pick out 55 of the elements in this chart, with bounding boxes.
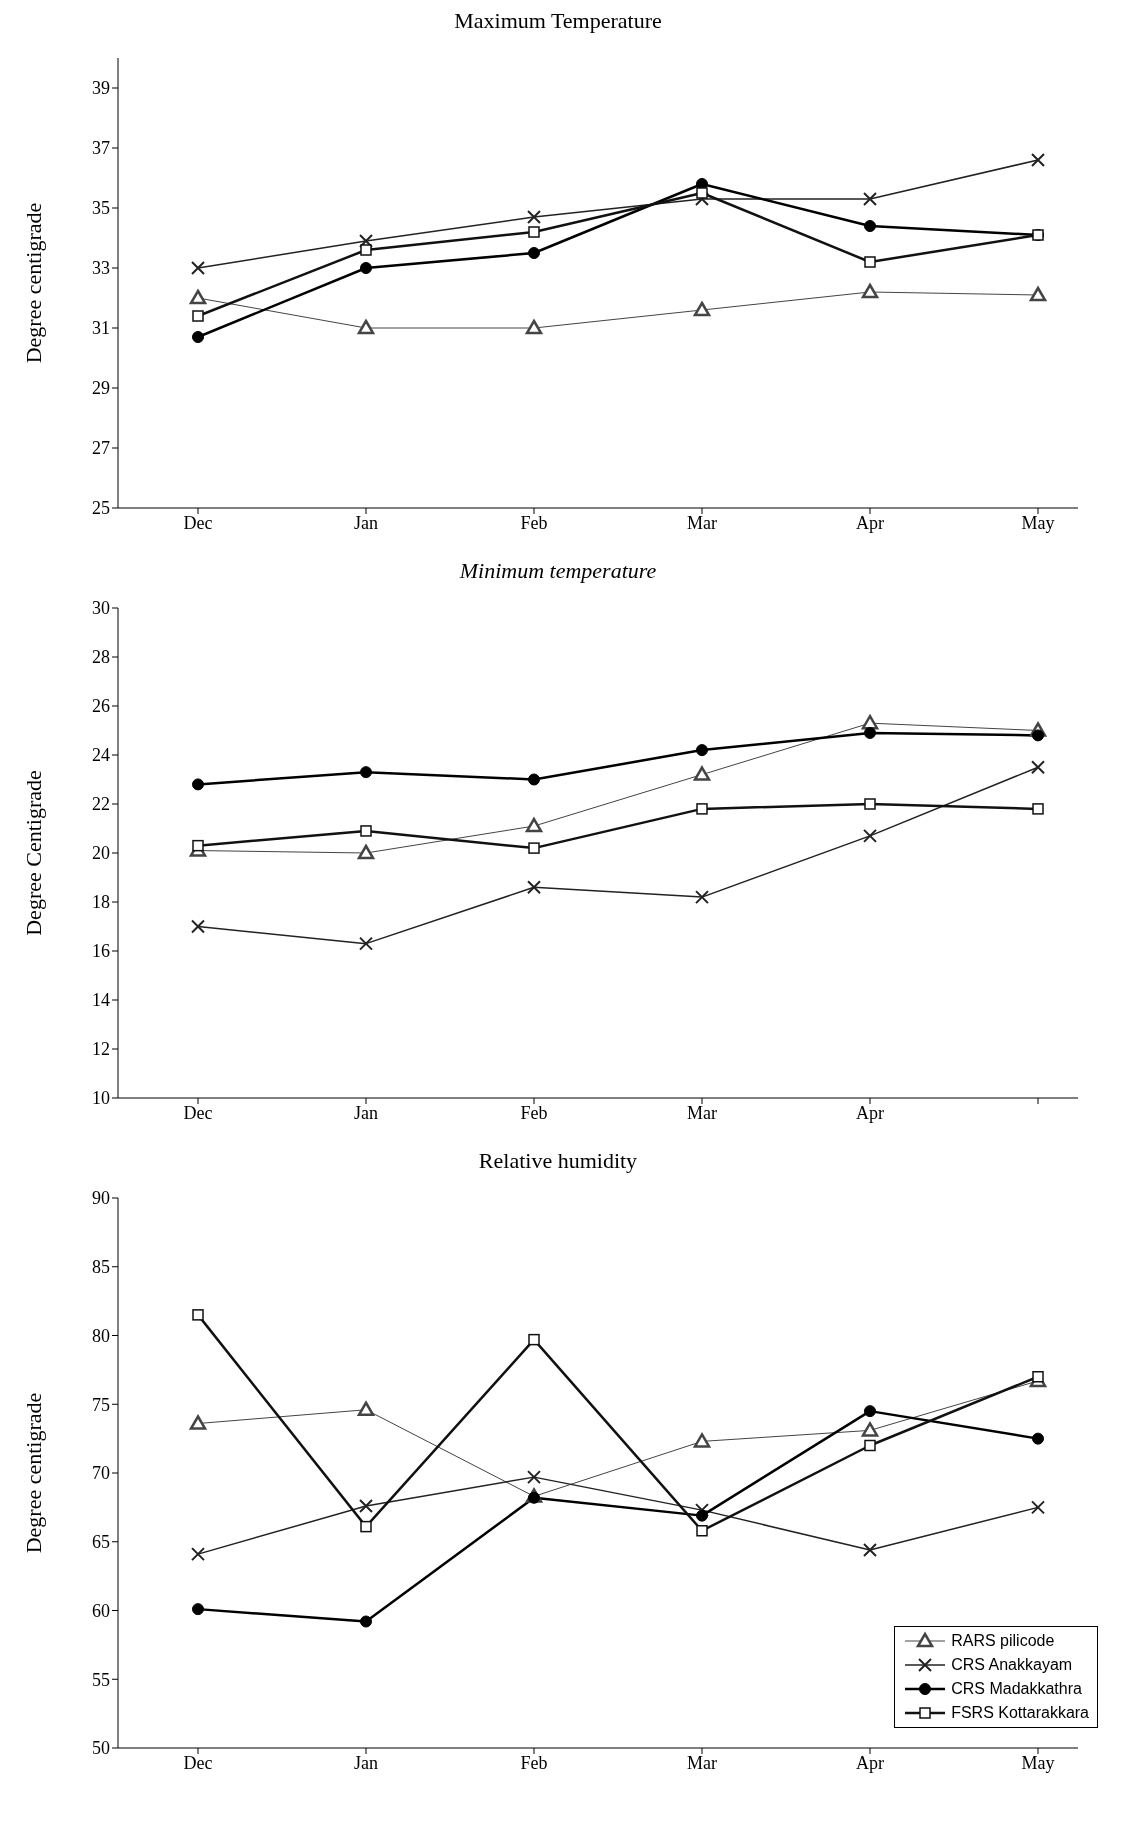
y-tick-label: 85 [92,1257,110,1278]
legend-label: CRS Madakkathra [951,1680,1082,1698]
y-tick-label: 50 [92,1738,110,1759]
y-axis-title: Degree Centigrade [20,770,46,936]
y-axis-title: Degree centigrade [20,1392,46,1554]
chart-title: Minimum temperature [458,558,658,585]
x-tick-label: Apr [856,1102,884,1123]
y-tick-label: 55 [92,1669,110,1690]
y-tick-label: 39 [92,78,110,99]
x-tick-label: Mar [687,1752,717,1773]
y-tick-label: 75 [92,1394,110,1415]
x-tick-label: Feb [520,1102,548,1123]
y-tick-label: 29 [92,378,110,399]
legend-label: CRS Anakkayam [951,1656,1073,1674]
y-tick-label: 24 [92,745,110,766]
y-tick-label: 33 [92,258,110,279]
x-tick-label: Jan [354,1102,378,1123]
y-tick-label: 20 [92,843,110,864]
x-tick-label: Apr [856,512,884,533]
x-tick-label: May [1021,1752,1055,1773]
x-tick-label: Dec [183,1752,213,1773]
y-tick-label: 31 [92,318,110,339]
y-tick-label: 70 [92,1463,110,1484]
x-tick-label: Feb [520,512,548,533]
y-tick-label: 37 [92,138,110,159]
y-tick-label: 10 [92,1088,110,1109]
x-tick-label: Jan [354,512,378,533]
y-tick-label: 22 [92,794,110,815]
y-tick-label: 16 [92,941,110,962]
chart-title: Relative humidity [477,1148,639,1175]
x-tick-label: Dec [183,1102,213,1123]
y-tick-label: 30 [92,598,110,619]
y-tick-label: 65 [92,1532,110,1553]
legend-label: FSRS Kottarakkara [951,1704,1089,1722]
x-tick-label: Feb [520,1752,548,1773]
x-tick-label: Mar [687,1102,717,1123]
y-tick-label: 60 [92,1600,110,1621]
y-tick-label: 26 [92,696,110,717]
y-tick-label: 18 [92,892,110,913]
y-tick-label: 12 [92,1039,110,1060]
x-tick-label: Jan [354,1752,378,1773]
y-tick-label: 25 [92,498,110,519]
y-axis-title: Degree centigrade [20,202,46,364]
y-tick-label: 28 [92,647,110,668]
y-tick-label: 80 [92,1325,110,1346]
x-tick-label: Dec [183,512,213,533]
x-tick-label: Apr [856,1752,884,1773]
y-tick-label: 90 [92,1188,110,1209]
x-tick-label: Mar [687,512,717,533]
y-tick-label: 27 [92,438,110,459]
y-tick-label: 35 [92,198,110,219]
legend-label: RARS pilicode [951,1632,1055,1650]
y-tick-label: 14 [92,990,110,1011]
x-tick-label: May [1021,512,1055,533]
chart-title: Maximum Temperature [453,8,663,35]
